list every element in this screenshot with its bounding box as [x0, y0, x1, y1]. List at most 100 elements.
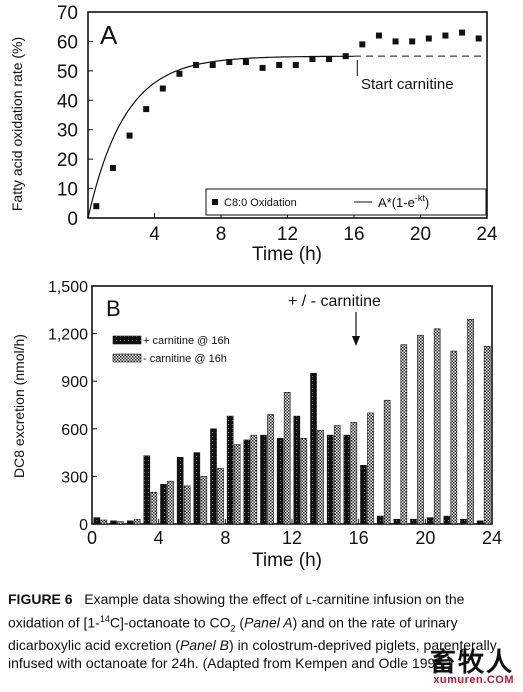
panel-b-bar-plus-carnitine — [110, 520, 117, 525]
panel-b-xtick-label: 12 — [282, 528, 302, 548]
panel-b-bar-plus-carnitine — [376, 515, 384, 525]
panel-b-bar-minus-carnitine — [283, 392, 291, 525]
panel-a-point — [276, 61, 283, 68]
caption-text-4: ( — [235, 614, 245, 631]
panel-b-legend-label-minus: - carnitine @ 16h — [143, 353, 227, 365]
panel-b-bar-plus-carnitine — [393, 518, 401, 525]
caption-smallcap-l: L — [305, 595, 312, 607]
caption-text-6: ) in colostrum-deprived piglets, parente… — [8, 637, 497, 671]
panel-a-axes — [87, 11, 488, 219]
panel-b-bar-minus-carnitine — [317, 430, 324, 525]
panel-a-point — [475, 35, 482, 42]
panel-b-bar-minus-carnitine — [367, 412, 374, 525]
panel-b-bar-minus-carnitine — [400, 344, 408, 525]
panel-a-legend-fit-close: ) — [425, 195, 429, 210]
panel-a-xtick-label: 24 — [476, 224, 498, 245]
panel-b-bar-plus-carnitine — [210, 428, 217, 525]
panel-b-bar-plus-carnitine — [293, 415, 301, 525]
panel-a-point — [425, 35, 432, 42]
panel-a-xtick-label: 16 — [343, 224, 364, 245]
caption-text-5: ) and on the rate of urinary dicarboxyli… — [8, 614, 458, 654]
panel-b-bar-minus-carnitine — [200, 476, 208, 525]
panel-b-annotation-arrowhead — [352, 336, 360, 346]
panel-a-annotation: Start carnitine — [361, 76, 454, 93]
panel-b-bar-plus-carnitine — [93, 517, 101, 525]
panel-a-point — [93, 203, 100, 210]
panel-a-point — [159, 85, 166, 92]
panel-a-ytick-label: 50 — [57, 62, 78, 83]
panel-b-bar-minus-carnitine — [483, 345, 491, 525]
panel-a-legend-fit-exp: -kt — [415, 193, 425, 203]
panel-b-xtick-label: 8 — [220, 528, 230, 548]
panel-a-ytick-label: 20 — [57, 150, 78, 171]
panel-a-ytick-label: 0 — [67, 209, 78, 230]
panel-b-bar-minus-carnitine — [117, 521, 124, 525]
panel-b-bar-minus-carnitine — [417, 334, 424, 525]
panel-b-ytick-label: 1,500 — [48, 279, 88, 296]
caption-sup-14: 14 — [99, 613, 110, 624]
panel-a-xtick-label: 4 — [149, 224, 160, 245]
panel-b-ylabel: DC8 excretion (nmol/h) — [11, 334, 27, 478]
panel-a-xlabel: Time (h) — [252, 244, 322, 265]
caption-text-1: Example data showing the effect of — [84, 591, 306, 607]
caption-text-3: C]-octanoate to CO — [109, 614, 231, 631]
panel-b-bar-plus-carnitine — [460, 518, 467, 525]
panel-a-point — [176, 70, 183, 77]
panel-b-axes — [91, 285, 493, 525]
chart-panel-b: 0 300 600 900 1,200 1,500 0 4 8 12 16 20 24 B DC8 ex… — [11, 279, 502, 571]
panel-b-bar-minus-carnitine — [250, 434, 258, 525]
panel-b-bars — [93, 319, 491, 525]
panel-b-xtick-label: 20 — [415, 528, 435, 548]
panel-b-bar-minus-carnitine — [433, 328, 441, 525]
panel-b-ytick-label: 900 — [61, 374, 88, 391]
panel-a-ytick-label: 70 — [57, 3, 78, 24]
panel-a-ytick-label: 10 — [57, 180, 78, 201]
caption-italic-panel-b: Panel B — [179, 637, 230, 654]
panel-a-point — [126, 132, 133, 139]
panel-b-bar-plus-carnitine — [343, 434, 351, 525]
panel-b-bar-minus-carnitine — [267, 414, 274, 525]
panel-b-xtick-label: 4 — [154, 528, 164, 548]
panel-a-label: A — [100, 20, 118, 50]
panel-b-bar-minus-carnitine — [167, 480, 174, 525]
panel-b-bar-plus-carnitine — [310, 372, 317, 525]
figure-caption: FIGURE 6 Example data showing the effect… — [8, 591, 518, 672]
panel-b-bar-minus-carnitine — [183, 485, 191, 525]
panel-a-legend-label-points: C8:0 Oxidation — [224, 197, 297, 209]
panel-b-bar-plus-carnitine — [360, 464, 367, 525]
panel-a-point — [259, 64, 266, 71]
caption-figure-label: FIGURE 6 — [8, 591, 73, 607]
panel-b-bar-minus-carnitine — [150, 491, 158, 525]
panel-b-ticks: 0 300 600 900 1,200 1,500 0 4 8 12 16 20 24 — [48, 279, 502, 548]
watermark-url: xumuren.COM — [433, 674, 514, 686]
panel-a-point — [392, 38, 399, 45]
panel-a-point — [309, 56, 316, 63]
watermark: 畜牧人 xumuren.COM — [392, 646, 518, 690]
panel-b-bar-plus-carnitine — [226, 415, 234, 525]
watermark-chinese: 畜牧人 — [429, 648, 514, 678]
panel-b-bar-plus-carnitine — [426, 517, 434, 525]
caption-sub-2: 2 — [230, 622, 236, 633]
panel-b-ytick-label: 1,200 — [48, 327, 88, 344]
panel-a-xtick-label: 8 — [216, 224, 227, 245]
panel-a-legend-label-fit: A*(1-e-kt) — [378, 193, 429, 210]
panel-a-point — [442, 32, 449, 39]
panel-b-bar-plus-carnitine — [176, 457, 184, 525]
panel-b-bar-plus-carnitine — [126, 520, 134, 525]
panel-a-legend-box — [205, 188, 487, 216]
caption-text-2: -carnitine infusion on the oxidation of … — [8, 591, 465, 631]
panel-a-legend-fit-base: A*(1-e — [378, 195, 415, 210]
panel-b-bar-plus-carnitine — [260, 434, 267, 525]
panel-a-point — [326, 56, 333, 63]
panel-a-point — [375, 32, 382, 39]
panel-b-bar-minus-carnitine — [100, 519, 108, 525]
panel-a-legend-marker — [212, 199, 218, 205]
panel-b-legend: + carnitine @ 16h - carnitine @ 16h — [112, 335, 230, 365]
panel-b-legend-swatch-plus — [112, 335, 142, 345]
panel-a-point — [292, 61, 299, 68]
panel-a-point — [409, 38, 416, 45]
panel-a-legend: C8:0 Oxidation A*(1-e-kt) — [205, 188, 487, 216]
panel-b-bar-plus-carnitine — [476, 520, 484, 525]
panel-b-annotation: + / - carnitine — [288, 293, 381, 310]
panel-b-bar-minus-carnitine — [233, 444, 241, 525]
